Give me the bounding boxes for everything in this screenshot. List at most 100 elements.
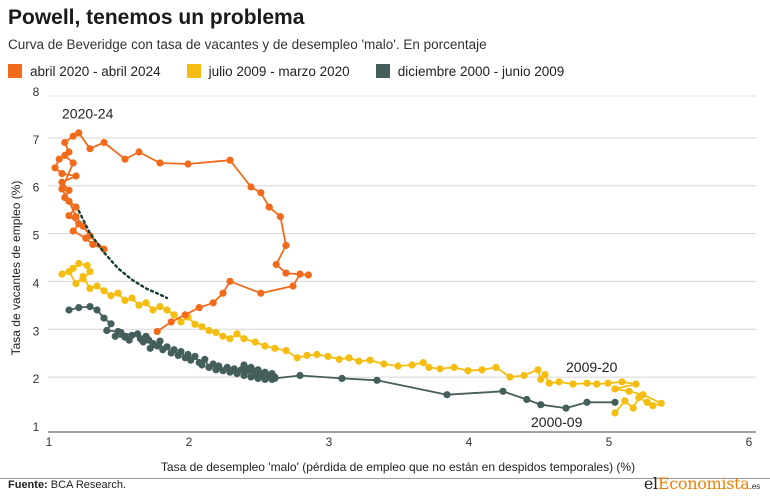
source-note: Fuente: BCA Research. [8,479,126,491]
data-point [100,138,108,147]
data-point [219,332,227,340]
period-annotation: 2009-20 [566,359,618,375]
legend-label: julio 2009 - marzo 2020 [208,63,350,79]
legend-label: abril 2020 - abril 2024 [30,63,161,79]
data-point [436,365,444,373]
data-point [58,185,66,193]
data-point [304,271,312,279]
data-point [86,268,94,276]
x-axis-label: Tasa de desempleo 'malo' (pérdida de emp… [161,460,635,474]
data-point [425,363,433,371]
annotations-layer: 2020-24 2009-20 2000-09 [62,106,618,431]
data-point [128,294,136,302]
data-point [272,260,280,269]
data-point [75,304,83,312]
data-point [55,155,63,163]
data-point [107,320,115,328]
data-point [191,320,199,328]
data-point [541,371,549,379]
data-point [156,303,164,311]
data-point [257,289,265,297]
publisher-logo: elEconomista.es [644,474,760,493]
data-point [153,327,161,336]
data-point [61,138,69,147]
x-tick-label: 2 [186,435,193,449]
data-point [58,170,66,178]
data-point [79,275,87,283]
data-point [555,378,563,386]
data-point [156,337,164,345]
data-point [103,326,111,335]
data-point [163,306,171,314]
data-point [72,172,80,180]
series-line [54,132,310,333]
data-point [114,289,122,297]
data-point [65,197,73,205]
data-point [135,301,143,309]
source-text: BCA Research. [47,479,126,491]
data-point [276,213,284,221]
period-annotation: 2020-24 [62,106,114,122]
data-point [219,289,227,297]
data-point [271,344,279,352]
data-point [335,355,343,363]
data-point [534,366,542,374]
x-tick-label: 3 [326,435,333,449]
data-point [205,326,213,335]
logo-part: Economista [657,474,750,493]
y-tick-label: 2 [33,372,40,386]
data-point [177,348,185,356]
footer-divider [0,478,770,479]
data-point [209,360,217,368]
data-point [240,335,248,343]
data-point [537,375,545,383]
legend-swatch-darkgray [375,64,390,78]
axis-ticks: 1 2 3 4 5 6 7 8 1 2 3 4 5 6 [33,85,753,449]
data-point [191,352,199,360]
data-point [303,351,311,359]
data-point [198,323,206,331]
data-point [135,148,143,156]
data-point [58,178,66,186]
data-point [492,363,500,371]
y-tick-label: 1 [33,420,40,434]
data-point [261,373,269,381]
data-point [75,129,83,137]
data-point [184,350,192,359]
data-point [86,145,94,153]
data-point [125,336,133,344]
data-point [69,227,77,235]
data-point [282,269,290,277]
data-point [569,380,577,388]
chart-subtitle: Curva de Beveridge con tasa de vacantes … [8,37,487,52]
data-point [226,277,234,285]
data-point [72,203,80,211]
data-point [265,203,273,211]
data-point [643,398,651,406]
data-point [499,387,507,395]
source-label: Fuente: [8,479,48,491]
data-point [156,159,164,167]
data-point [604,379,612,387]
x-tick-label: 5 [606,435,613,449]
data-point [366,356,374,364]
data-point [61,151,69,159]
series-layer [51,129,665,417]
data-point [355,357,363,365]
data-point [100,287,108,295]
data-point [170,311,178,319]
logo-part: .es [749,482,761,491]
legend-item-2000-2009: diciembre 2000 - junio 2009 [375,64,564,79]
data-point [520,371,528,380]
chart-title: Powell, tenemos un problema [8,6,305,29]
data-point [195,304,203,312]
data-point [215,362,223,370]
data-point [163,343,171,351]
grid-lines [48,95,756,433]
data-point [72,213,80,221]
legend: abril 2020 - abril 2024 julio 2009 - mar… [8,62,590,80]
data-point [545,379,553,387]
data-point [611,398,619,406]
data-point [632,380,640,388]
